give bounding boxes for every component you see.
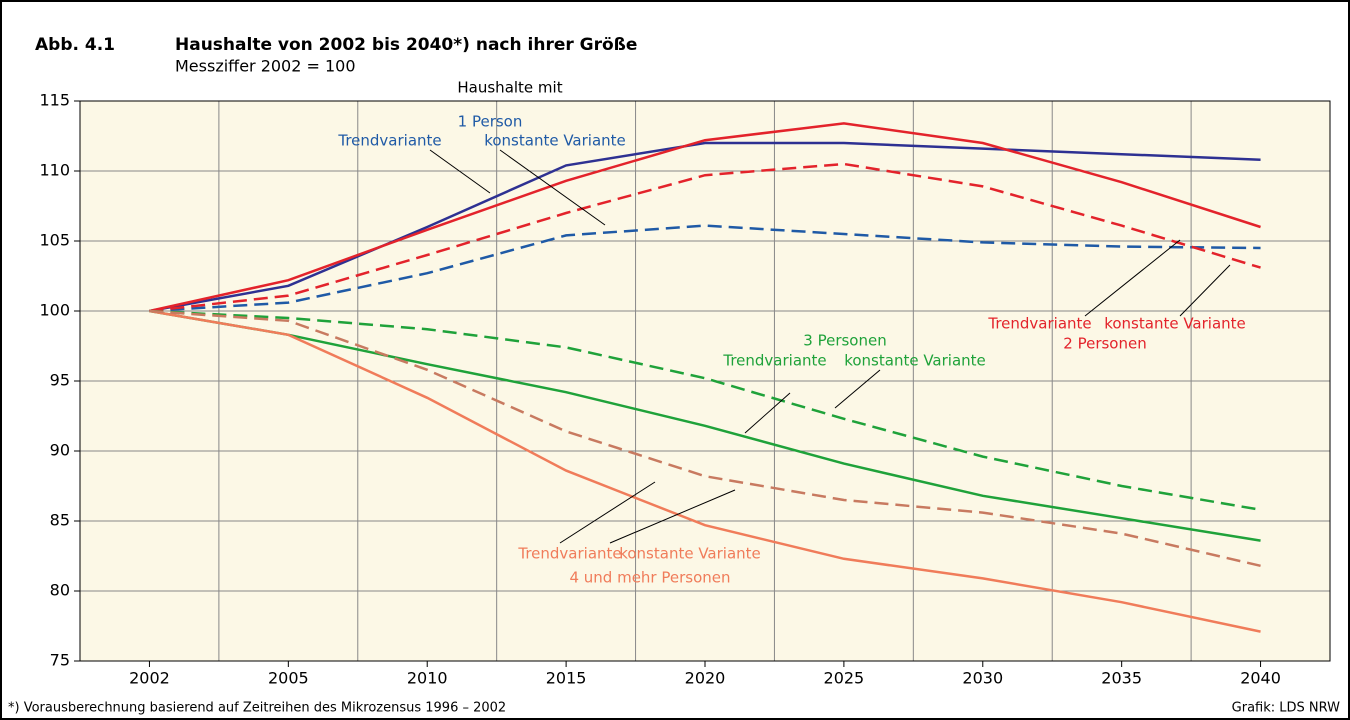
annotation: konstante Variante bbox=[844, 352, 986, 370]
x-tick-label: 2040 bbox=[1240, 669, 1281, 688]
annotation: Trendvariante bbox=[987, 315, 1091, 333]
y-tick-label: 115 bbox=[39, 91, 70, 110]
y-tick-label: 85 bbox=[50, 511, 70, 530]
x-tick-label: 2015 bbox=[546, 669, 587, 688]
x-tick-label: 2035 bbox=[1101, 669, 1142, 688]
y-tick-label: 100 bbox=[39, 301, 70, 320]
annotation: 2 Personen bbox=[1063, 335, 1146, 353]
chart-title: Haushalte von 2002 bis 2040*) nach ihrer… bbox=[175, 35, 637, 55]
annotation: konstante Variante bbox=[1104, 315, 1246, 333]
x-tick-label: 2020 bbox=[685, 669, 726, 688]
figure-label: Abb. 4.1 bbox=[35, 35, 115, 55]
source: Grafik: LDS NRW bbox=[1232, 701, 1340, 716]
x-tick-label: 2005 bbox=[268, 669, 309, 688]
leader-line bbox=[834, 369, 881, 409]
annotation: 1 Person bbox=[458, 113, 523, 131]
y-tick-label: 80 bbox=[50, 581, 70, 600]
series-line bbox=[149, 309, 1261, 542]
annotation: 4 und mehr Personen bbox=[569, 569, 730, 587]
leader-line bbox=[499, 149, 606, 226]
y-tick-label: 110 bbox=[39, 161, 70, 180]
leader-line bbox=[559, 481, 656, 544]
x-tick-label: 2002 bbox=[129, 669, 170, 688]
series-line bbox=[149, 224, 1261, 313]
annotation: Trendvariante bbox=[722, 352, 826, 370]
x-tick-label: 2025 bbox=[824, 669, 865, 688]
chart-subtitle: Messziffer 2002 = 100 bbox=[175, 57, 356, 76]
annotation: konstante Variante bbox=[484, 132, 626, 150]
series-line bbox=[149, 309, 1261, 568]
series-line bbox=[149, 141, 1261, 313]
footnote: *) Vorausberechnung basierend auf Zeitre… bbox=[8, 701, 506, 716]
leader-line bbox=[1084, 239, 1181, 317]
y-tick-label: 75 bbox=[50, 651, 70, 670]
annotation: 3 Personen bbox=[803, 332, 886, 350]
x-tick-label: 2010 bbox=[407, 669, 448, 688]
annotation: konstante Variante bbox=[619, 545, 761, 563]
leader-line bbox=[609, 489, 736, 544]
x-tick-label: 2030 bbox=[962, 669, 1003, 688]
series-line bbox=[149, 309, 1261, 633]
series-line bbox=[149, 122, 1261, 313]
y-tick-label: 105 bbox=[39, 231, 70, 250]
y-tick-label: 95 bbox=[50, 371, 70, 390]
leader-line bbox=[744, 392, 791, 434]
y-tick-label: 90 bbox=[50, 441, 70, 460]
series-line bbox=[149, 162, 1261, 313]
leader-line bbox=[429, 149, 491, 194]
annotation: Trendvariante bbox=[517, 545, 621, 563]
annotation: Trendvariante bbox=[337, 132, 441, 150]
leader-line bbox=[1179, 264, 1231, 317]
annotation: Haushalte mit bbox=[457, 79, 562, 97]
